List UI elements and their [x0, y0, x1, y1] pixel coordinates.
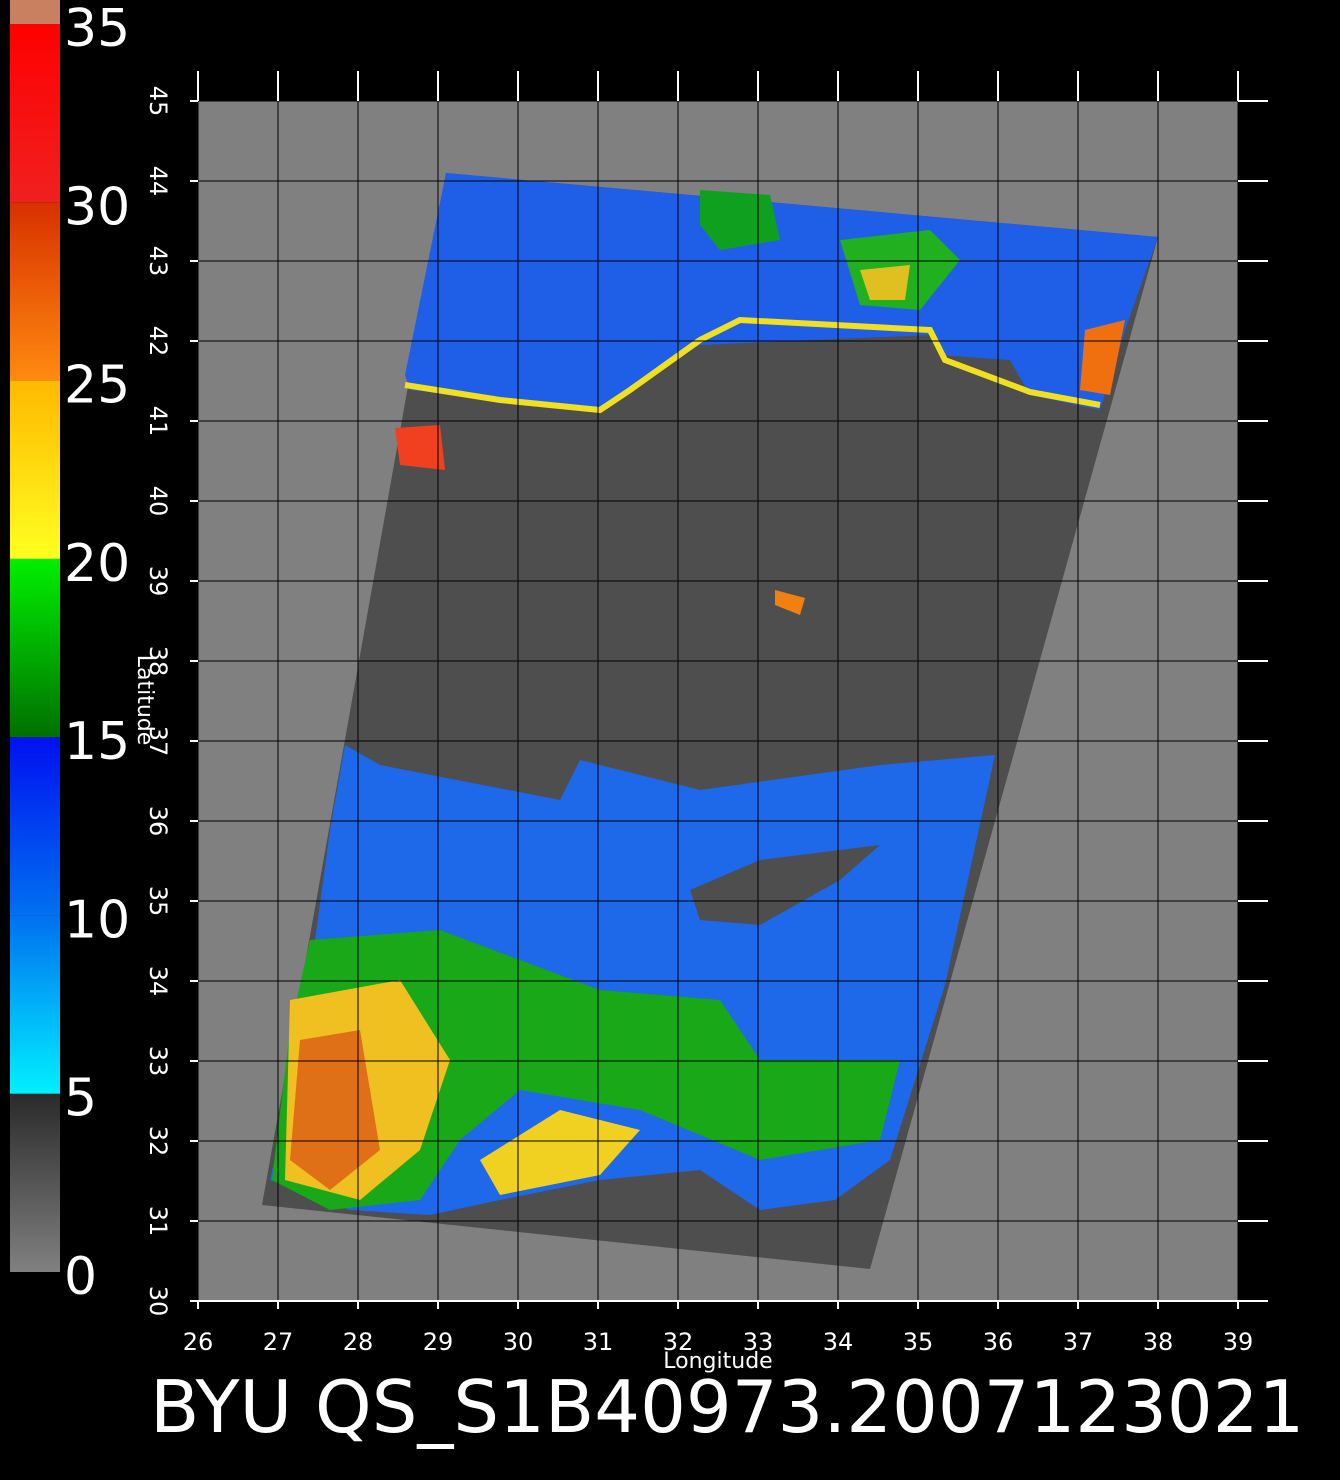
x-tick-label: 37 — [1063, 1328, 1094, 1356]
y-tick-label: 41 — [144, 406, 172, 437]
cyprus — [690, 845, 880, 925]
x-tick-label: 29 — [423, 1328, 454, 1356]
coast — [404, 316, 1101, 414]
y-tick-label: 42 — [144, 326, 172, 357]
y-tick-label: 33 — [144, 1046, 172, 1077]
y-axis-label: Latitude — [132, 655, 157, 746]
green-region — [272, 930, 900, 1210]
colorbar-segment — [10, 737, 60, 916]
y-tick-label: 37 — [144, 726, 172, 757]
y-tick-label: 34 — [144, 966, 172, 997]
colorbar-label: 30 — [64, 177, 130, 237]
north-sea — [405, 173, 1158, 410]
colorbar-label: 5 — [64, 1069, 97, 1129]
colorbar-segment — [10, 1093, 60, 1272]
y-tick-label: 40 — [144, 486, 172, 517]
orange-patch — [1080, 320, 1125, 395]
x-tick-label: 31 — [583, 1328, 614, 1356]
x-tick-label: 32 — [663, 1328, 694, 1356]
colorbar-segment — [10, 202, 60, 381]
x-tick-label: 27 — [263, 1328, 294, 1356]
colorbar-segment — [10, 558, 60, 738]
y-tick-label: 44 — [144, 166, 172, 197]
green-patch — [700, 190, 780, 250]
y-tick-label: 35 — [144, 886, 172, 917]
y-tick-label: 30 — [144, 1286, 172, 1317]
red-patch — [395, 425, 445, 470]
y-tick-label: 31 — [144, 1206, 172, 1237]
x-tick-label: 38 — [1143, 1328, 1174, 1356]
x-tick-label: 26 — [183, 1328, 214, 1356]
colorbar-label: 20 — [64, 534, 130, 594]
x-tick-label: 34 — [823, 1328, 854, 1356]
x-tick-label: 39 — [1223, 1328, 1254, 1356]
colorbar-segment — [10, 24, 60, 203]
x-tick-label: 35 — [903, 1328, 934, 1356]
colorbar-label: 35 — [64, 0, 130, 59]
ticks: 26 27 28 29 30 31 32 33 34 35 36 37 38 39 30 31 32 33 34 35… — [144, 71, 1268, 1356]
y-tick-label: 43 — [144, 246, 172, 277]
x-tick-label: 36 — [983, 1328, 1014, 1356]
colorbar-label: 25 — [64, 356, 130, 416]
caption: BYU QS_S1B40973.2007123021 — [150, 1365, 1304, 1449]
x-tick-label: 28 — [343, 1328, 374, 1356]
colorbar: 0 5 10 15 20 25 30 35 — [10, 0, 130, 1307]
x-tick-label: 30 — [503, 1328, 534, 1356]
x-tick-label: 33 — [743, 1328, 774, 1356]
colorbar-label: 15 — [64, 712, 130, 772]
yellow-patch — [480, 1110, 640, 1195]
y-tick-label: 36 — [144, 806, 172, 837]
colorbar-segment — [10, 915, 60, 1094]
orange-patch — [775, 590, 805, 615]
colorbar-label: 0 — [64, 1247, 97, 1307]
yellow-patch — [860, 265, 910, 300]
grid — [197, 100, 1239, 1302]
y-tick-label: 38 — [144, 646, 172, 677]
x-axis-label: Longitude — [663, 1349, 772, 1374]
colorbar-segment — [10, 380, 60, 559]
y-tick-label: 32 — [144, 1126, 172, 1157]
y-tick-label: 39 — [144, 566, 172, 597]
y-tick-label: 45 — [144, 86, 172, 117]
colorbar-label: 10 — [64, 890, 130, 950]
